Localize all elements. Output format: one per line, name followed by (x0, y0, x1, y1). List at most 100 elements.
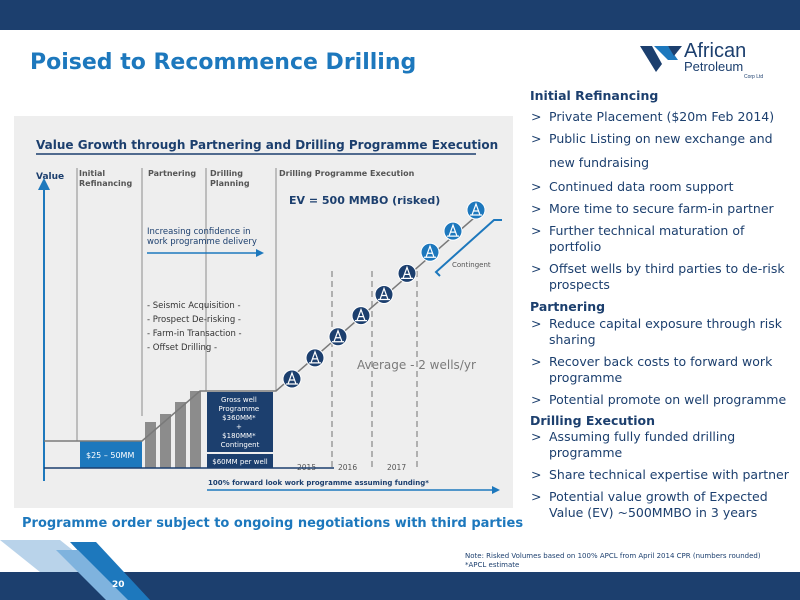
bullet-marker: > (531, 354, 542, 369)
y-axis-arrowhead (38, 178, 50, 190)
partnering-bar (190, 391, 201, 468)
bullet-item: > Public Listing on new exchange and (530, 131, 795, 147)
partnering-bar (160, 414, 171, 468)
activities-list: - Seismic Acquisition - - Prospect De-ri… (147, 301, 244, 353)
page-title: Poised to Recommence Drilling (30, 50, 417, 75)
drilling-rig-icon (401, 265, 413, 279)
activity-item: - Offset Drilling - (147, 343, 217, 353)
bullet-text: Potential value growth of Expected Value… (549, 489, 768, 520)
bullet-marker: > (531, 201, 542, 216)
y-axis-label: Value (36, 172, 64, 182)
bullet-marker: > (531, 489, 542, 504)
logo-mark-icon (640, 46, 682, 72)
bullet-item: > Private Placement ($20m Feb 2014) (530, 109, 795, 125)
gross-box-line: + (236, 423, 242, 431)
bullet-marker: > (531, 392, 542, 407)
bullet-item: > Offset wells by third parties to de-ris… (530, 261, 795, 293)
activity-item: - Prospect De-risking - (147, 315, 241, 325)
per-well-box (207, 454, 273, 468)
bullet-item: > More time to secure farm-in partner (530, 201, 795, 217)
phase-label-initial-refinancing: Initial Refinancing (79, 169, 132, 188)
bullet-item: > Further technical maturation of portfol… (530, 223, 795, 255)
well-icon (351, 306, 371, 326)
bullet-text: Assuming fully funded drilling programme (549, 429, 736, 460)
initial-box-label: $25 – 50MM (86, 451, 134, 460)
footnote-line: Note: Risked Volumes based on 100% APCL … (465, 552, 761, 560)
bullet-item: > Potential promote on well programme (530, 392, 795, 408)
well-icons (282, 200, 486, 389)
footer-stripe (70, 542, 150, 600)
gross-box-line: Contingent (221, 441, 260, 449)
partnering-bar (175, 402, 186, 468)
contingent-well-icon (420, 242, 440, 262)
chart-title: Value Growth through Partnering and Dril… (36, 138, 498, 152)
activity-item: - Seismic Acquisition - (147, 301, 241, 311)
bullet-text: Private Placement ($20m Feb 2014) (549, 109, 775, 124)
bullet-marker: > (531, 429, 542, 444)
drilling-rig-icon (355, 307, 367, 322)
bullet-text: Offset wells by third parties to de-risk… (549, 261, 785, 292)
well-icon (305, 348, 325, 368)
bullet-text: Recover back costs to forward work progr… (549, 354, 773, 385)
section-heading-partnering: Partnering (530, 299, 606, 314)
negotiations-subtitle: Programme order subject to ongoing negot… (22, 516, 524, 531)
drilling-rig-icon (286, 371, 298, 385)
drilling-rig-icon (447, 223, 459, 237)
bullet-text: new fundraising (549, 155, 650, 170)
confidence-label: Increasing confidence in work programme … (147, 227, 257, 247)
contingent-well-icon (443, 221, 463, 241)
section-heading-drilling-execution: Drilling Execution (530, 413, 656, 428)
phase-label-line: Refinancing (79, 179, 132, 188)
well-icon (374, 285, 394, 304)
phase-label-line: Drilling (210, 169, 243, 178)
bullet-marker: > (531, 179, 542, 194)
bullet-text: Continued data room support (549, 179, 734, 194)
year-label-2016: 2016 (338, 463, 357, 472)
well-icon (328, 327, 348, 347)
per-well-label: $60MM per well (212, 458, 267, 466)
logo-text-petroleum: Petroleum (684, 59, 744, 74)
page-number: 20 (112, 580, 125, 590)
logo-text-corp: Corp Ltd (744, 74, 764, 80)
chart-canvas: Value Growth through Partnering and Dril… (36, 138, 502, 494)
year-label-2017: 2017 (387, 463, 406, 472)
well-icon (282, 369, 302, 389)
bullet-text: Further technical maturation of portfoli… (549, 223, 745, 254)
top-banner (0, 0, 800, 30)
initial-refinancing-box (80, 441, 142, 468)
confidence-label-line: work programme delivery (147, 237, 257, 247)
section-heading-initial-refinancing: Initial Refinancing (530, 88, 659, 103)
ev-label: EV = 500 MMBO (risked) (289, 194, 440, 207)
bullet-marker: > (531, 467, 542, 482)
funding-label: 100% forward look work programme assumin… (208, 479, 429, 487)
bullet-item: > Potential value growth of Expected Valu… (530, 489, 795, 521)
phase-label-drilling-execution: Drilling Programme Execution (279, 169, 415, 178)
bullet-item: > Share technical expertise with partner (530, 467, 795, 483)
bullet-item: > Reduce capital exposure through risk sh… (530, 316, 795, 348)
drilling-rig-icon (378, 286, 390, 301)
confidence-label-line: Increasing confidence in (147, 227, 251, 237)
bullet-text: Public Listing on new exchange and (549, 131, 773, 146)
partnering-bar (145, 422, 156, 468)
bullet-marker: > (531, 316, 542, 331)
phase-label-line: Initial (79, 169, 105, 178)
confidence-arrowhead (256, 249, 264, 257)
bullet-text: Potential promote on well programme (549, 392, 787, 407)
value-growth-chart: Value Growth through Partnering and Dril… (14, 116, 513, 508)
well-icon (397, 263, 417, 283)
contingent-well-icon (466, 200, 486, 220)
logo-text-african: African (684, 40, 747, 62)
gross-box-line: Gross well (221, 396, 257, 404)
bullet-item: > Assuming fully funded drilling programm… (530, 429, 795, 461)
footnote: Note: Risked Volumes based on 100% APCL … (465, 552, 795, 570)
contingent-bracket (434, 219, 502, 277)
phase-label-drilling-planning: Drilling Planning (210, 169, 250, 188)
company-logo: African Petroleum Corp Ltd (638, 40, 778, 82)
bullet-marker: > (531, 131, 542, 146)
contingent-label: Contingent (452, 261, 491, 269)
gross-well-programme-text: Gross well Programme $360MM* + $180MM* C… (219, 396, 262, 449)
activity-item: - Farm-in Transaction - (147, 329, 242, 339)
bullet-marker: > (531, 261, 542, 276)
bullet-item-continuation: new fundraising (530, 155, 795, 171)
gross-well-programme-box (207, 392, 273, 452)
